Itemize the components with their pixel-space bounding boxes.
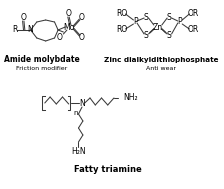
Text: S: S: [167, 30, 171, 40]
Text: Friction modifier: Friction modifier: [17, 66, 68, 70]
Text: O: O: [57, 33, 63, 43]
Text: OR: OR: [187, 9, 198, 19]
Text: R: R: [12, 26, 17, 35]
Text: O: O: [21, 13, 26, 22]
Text: n: n: [73, 110, 78, 116]
Text: NH₂: NH₂: [124, 94, 138, 102]
Text: O: O: [79, 33, 85, 43]
Text: N: N: [79, 98, 85, 108]
Text: RO: RO: [116, 9, 127, 19]
Text: N: N: [28, 26, 33, 35]
Text: Zn: Zn: [152, 22, 162, 32]
Text: RO: RO: [116, 25, 127, 33]
Text: P: P: [133, 18, 138, 26]
Text: S: S: [167, 12, 171, 22]
Text: Zinc dialkyldithiophosphate: Zinc dialkyldithiophosphate: [104, 57, 218, 63]
Text: H₂N: H₂N: [71, 147, 86, 156]
Text: P: P: [177, 18, 182, 26]
Text: Amide molybdate: Amide molybdate: [4, 56, 80, 64]
Text: Anti wear: Anti wear: [146, 66, 176, 70]
Text: OR: OR: [187, 25, 198, 33]
Text: S: S: [144, 12, 148, 22]
Text: O: O: [66, 9, 72, 19]
Text: O: O: [79, 12, 85, 22]
Text: S: S: [144, 30, 148, 40]
Text: Fatty triamine: Fatty triamine: [74, 166, 142, 174]
Text: Mo: Mo: [63, 22, 74, 32]
